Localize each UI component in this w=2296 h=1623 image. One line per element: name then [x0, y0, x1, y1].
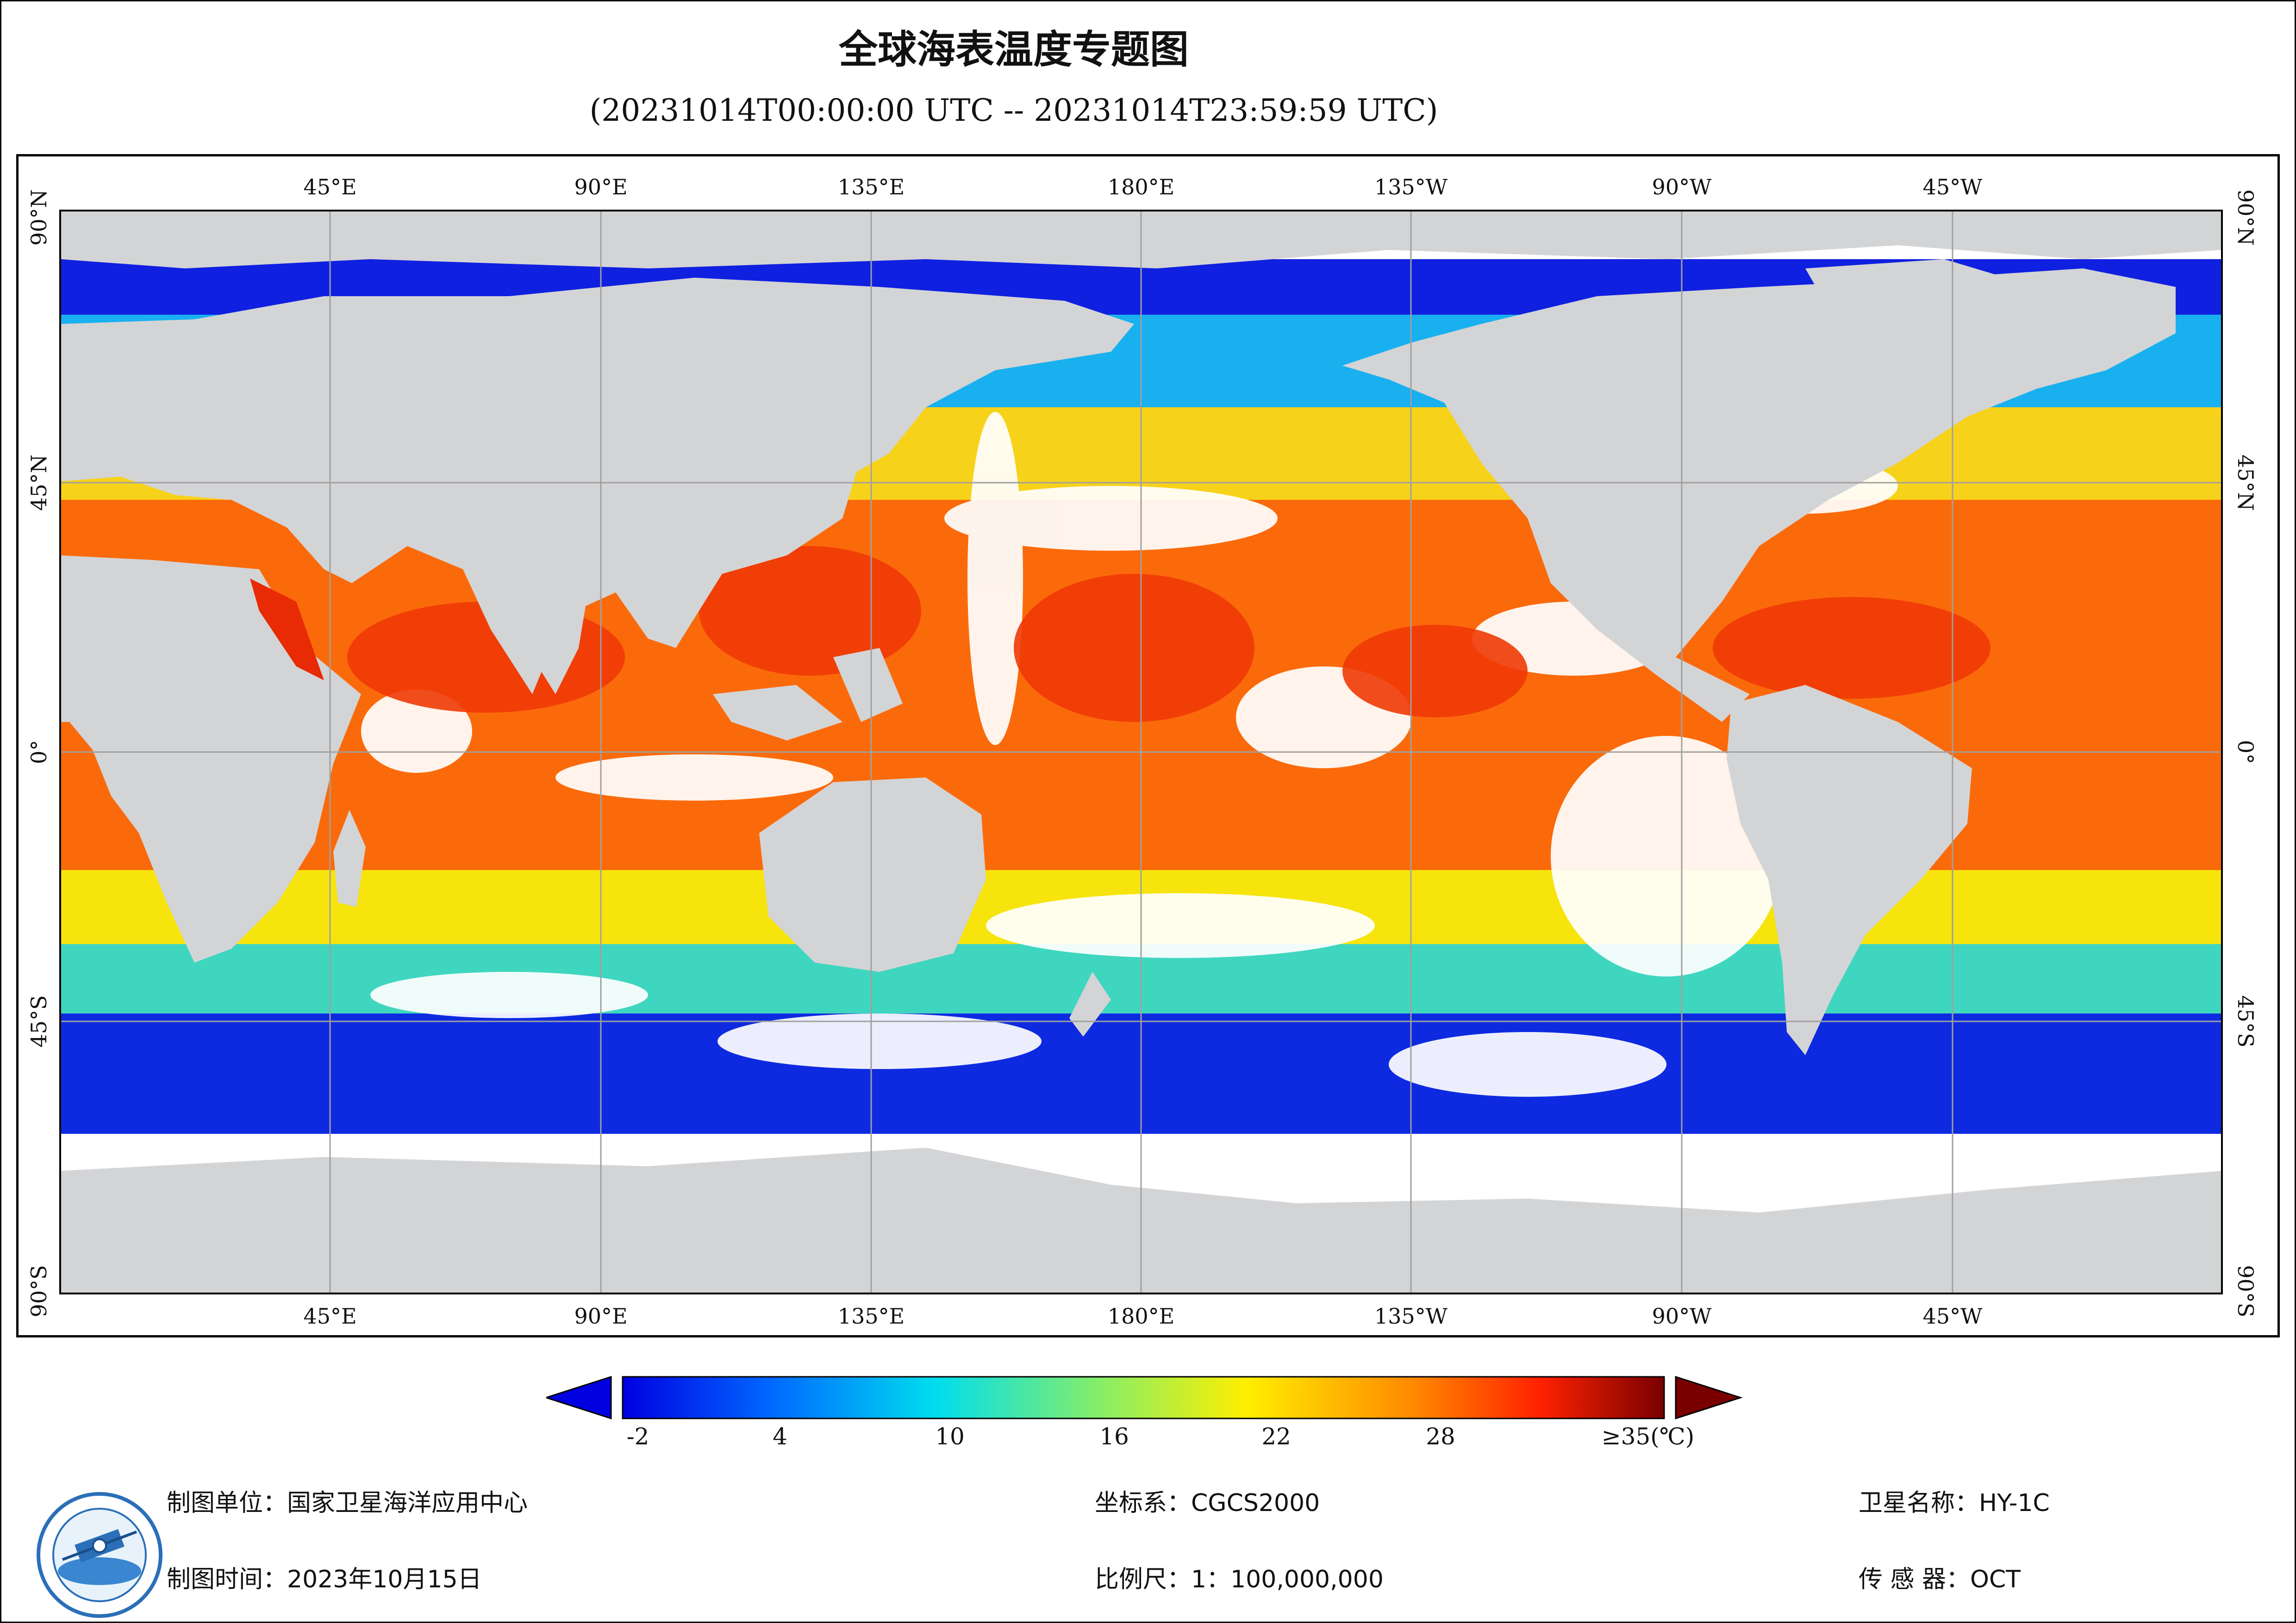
indonesia-land [713, 685, 842, 740]
mapping-unit: 制图单位：国家卫星海洋应用中心 [167, 1489, 528, 1517]
colorbar-tick-label: 10 [935, 1423, 965, 1450]
coordinate-system: 坐标系：CGCS2000 [1095, 1489, 1320, 1517]
warm-core-patches [347, 546, 1990, 722]
top-lon-label: 180°E [1108, 174, 1174, 199]
bottom-lon-label: 45°W [1923, 1304, 1983, 1329]
colorbar-tick-label: ≥35(℃) [1601, 1423, 1695, 1450]
bottom-lon-label: 90°E [574, 1304, 627, 1329]
top-lon-labels: 45°E 90°E 135°E 180°E 135°W 90°W 45°W [303, 174, 1983, 199]
borneo-land [833, 648, 903, 722]
left-lat-label: 90°N [26, 189, 51, 246]
colorbar-tick-label: -2 [626, 1423, 649, 1450]
left-lat-labels: 90°N 45°N 0° 45°S 90°S [26, 189, 51, 1317]
left-lat-label: 0° [26, 740, 51, 764]
colorbar-tick-label: 28 [1426, 1423, 1455, 1450]
cloud-patches [361, 412, 1898, 1097]
map-scale: 比例尺：1：100,000,000 [1095, 1566, 1384, 1593]
top-lon-label: 90°E [574, 174, 627, 199]
colorbar-tick-label: 22 [1261, 1423, 1291, 1450]
eurasia-land [60, 278, 1134, 694]
madagascar-land [333, 810, 366, 907]
time-range-subtitle: (20231014T00:00:00 UTC -- 20231014T23:59… [589, 93, 1438, 128]
colorbar-gradient [622, 1376, 1665, 1419]
graticule [60, 211, 2222, 1293]
red-sea-water [250, 578, 324, 680]
map-title: 全球海表温度专题图 [838, 27, 1189, 72]
top-lon-label: 45°W [1923, 174, 1983, 199]
bottom-lon-label: 180°E [1108, 1304, 1174, 1329]
satellite-name: 卫星名称：HY-1C [1859, 1489, 2050, 1517]
north-america-land [1342, 268, 2176, 722]
right-lat-label: 0° [2233, 740, 2258, 764]
left-lat-label: 90°S [26, 1265, 51, 1317]
right-lat-label: 90°N [2233, 189, 2258, 246]
left-lat-label: 45°N [26, 454, 51, 511]
africa-land [60, 555, 361, 963]
mapping-time: 制图时间：2023年10月15日 [167, 1566, 482, 1593]
top-lon-label: 90°W [1652, 174, 1712, 199]
colorbar-tick-label: 4 [773, 1423, 787, 1450]
map-frame [16, 154, 2280, 1337]
new-zealand-land [1069, 972, 1111, 1037]
colorbar-max-arrow [1675, 1375, 1743, 1420]
sst-colorbar [546, 1375, 1743, 1420]
bottom-lon-labels: 45°E 90°E 135°E 180°E 135°W 90°W 45°W [303, 1304, 1983, 1329]
australia-land [759, 777, 986, 972]
colorbar-tick-label: 16 [1099, 1423, 1129, 1450]
map-neatline [59, 210, 2223, 1294]
sensor-name: 传 感 器：OCT [1859, 1566, 2021, 1593]
top-lon-label: 45°E [303, 174, 356, 199]
left-lat-label: 45°S [26, 995, 51, 1047]
india-land [514, 583, 588, 694]
south-america-land [1727, 685, 1972, 1055]
bottom-lon-label: 135°E [838, 1304, 905, 1329]
greenland-land [1805, 259, 2037, 361]
right-lat-label: 45°N [2233, 454, 2258, 511]
bottom-lon-label: 135°W [1374, 1304, 1448, 1329]
right-lat-label: 45°S [2233, 995, 2258, 1047]
top-lon-label: 135°E [838, 174, 905, 199]
top-lon-label: 135°W [1374, 174, 1448, 199]
right-lat-label: 90°S [2233, 1265, 2258, 1317]
nsoas-logo-icon [37, 1492, 162, 1618]
right-lat-labels: 90°N 45°N 0° 45°S 90°S [2233, 189, 2258, 1317]
bottom-lon-label: 45°E [303, 1304, 356, 1329]
colorbar-min-arrow [546, 1375, 612, 1420]
bottom-lon-label: 90°W [1652, 1304, 1712, 1329]
